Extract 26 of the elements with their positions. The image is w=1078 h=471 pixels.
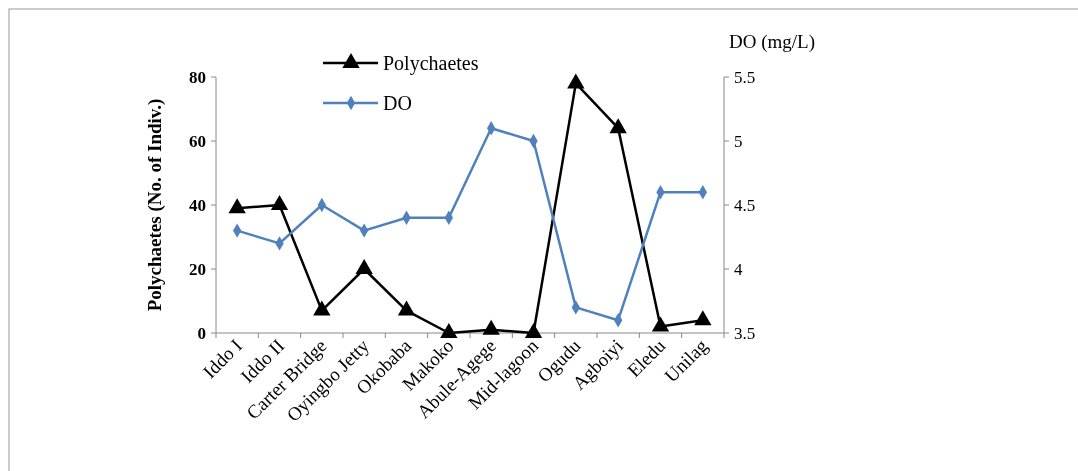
point — [440, 323, 458, 338]
point — [482, 319, 500, 335]
y-tick-label: 20 — [189, 259, 206, 279]
point — [397, 300, 416, 316]
point — [524, 323, 543, 338]
legend-label: DO — [383, 92, 412, 114]
point — [694, 310, 712, 326]
y-tick-label: 0 — [197, 323, 206, 343]
point — [355, 259, 373, 274]
point — [567, 73, 585, 89]
y2-tick-label: 4 — [734, 259, 743, 279]
y2-tick-label: 5 — [734, 131, 743, 151]
y2-tick-label: 4.5 — [734, 195, 756, 215]
point — [609, 118, 627, 134]
y2-tick-label: 3.5 — [734, 323, 756, 343]
point — [313, 300, 331, 316]
point — [270, 195, 289, 210]
y2-tick-label: 5.5 — [734, 67, 756, 87]
y-axis-title: Polychaetes (No. of Indiv.) — [144, 98, 166, 312]
point — [651, 316, 670, 332]
y-tick-label: 60 — [189, 131, 206, 151]
y-tick-label: 40 — [189, 195, 206, 215]
point — [228, 198, 246, 214]
y2-axis-title: DO (mg/L) — [729, 31, 816, 53]
y-tick-label: 80 — [189, 67, 206, 87]
legend-label: Polychaetes — [383, 52, 479, 75]
